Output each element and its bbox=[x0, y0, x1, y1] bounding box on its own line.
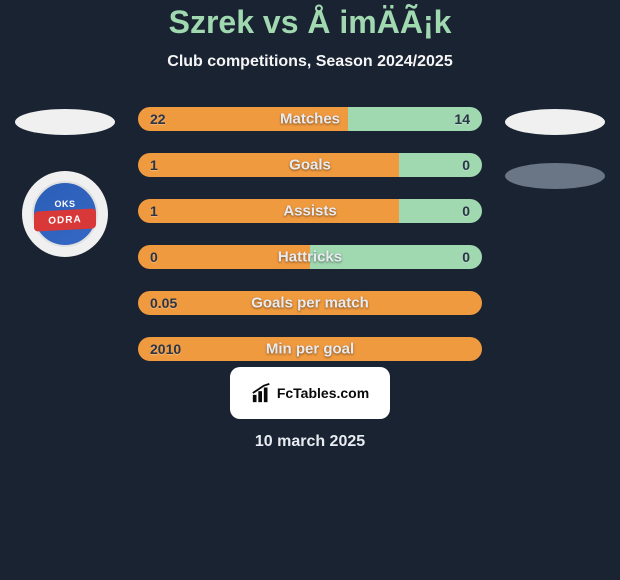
club-logo-inner: OKS ODRA bbox=[32, 181, 98, 247]
stat-value-right: 14 bbox=[454, 111, 470, 127]
left-ellipse bbox=[15, 109, 115, 135]
stat-row: 1 Assists 0 bbox=[138, 199, 482, 223]
stat-value-right: 0 bbox=[462, 249, 470, 265]
stat-label: Assists bbox=[283, 203, 336, 220]
stat-value-right: 0 bbox=[462, 203, 470, 219]
club-logo: OKS ODRA bbox=[22, 171, 108, 257]
stat-label: Hattricks bbox=[278, 249, 342, 266]
stat-row: 2010 Min per goal bbox=[138, 337, 482, 361]
footer-badge[interactable]: FcTables.com bbox=[230, 367, 390, 419]
stat-bar-left bbox=[138, 199, 399, 223]
club-logo-top-text: OKS bbox=[54, 199, 75, 209]
stat-value-left: 0.05 bbox=[150, 295, 177, 311]
page-subtitle: Club competitions, Season 2024/2025 bbox=[167, 53, 452, 71]
left-side-column: OKS ODRA bbox=[10, 107, 120, 257]
page-title: Szrek vs Å imÄÃ¡k bbox=[169, 4, 452, 41]
club-logo-band-text: ODRA bbox=[48, 213, 81, 226]
stat-row: 0.05 Goals per match bbox=[138, 291, 482, 315]
stat-label: Goals per match bbox=[251, 295, 369, 312]
stat-label: Min per goal bbox=[266, 341, 354, 358]
club-logo-band: ODRA bbox=[34, 208, 96, 231]
right-ellipse-2 bbox=[505, 163, 605, 189]
stat-row: 1 Goals 0 bbox=[138, 153, 482, 177]
stat-label: Goals bbox=[289, 157, 331, 174]
stat-row: 22 Matches 14 bbox=[138, 107, 482, 131]
stat-bar-left bbox=[138, 153, 399, 177]
stat-value-left: 1 bbox=[150, 203, 158, 219]
chart-icon bbox=[251, 382, 273, 404]
footer-brand-text: FcTables.com bbox=[277, 385, 369, 401]
date-label: 10 march 2025 bbox=[255, 433, 365, 451]
stat-label: Matches bbox=[280, 111, 340, 128]
stat-value-left: 2010 bbox=[150, 341, 181, 357]
stat-value-left: 22 bbox=[150, 111, 166, 127]
stat-row: 0 Hattricks 0 bbox=[138, 245, 482, 269]
stat-value-left: 0 bbox=[150, 249, 158, 265]
right-side-column bbox=[500, 107, 610, 189]
stats-bars: 22 Matches 14 1 Goals 0 1 Assists 0 0 Hattricks 0 0.… bbox=[138, 107, 482, 361]
stat-value-right: 0 bbox=[462, 157, 470, 173]
root-container: Szrek vs Å imÄÃ¡k Club competitions, Sea… bbox=[0, 0, 620, 580]
stat-value-left: 1 bbox=[150, 157, 158, 173]
main-area: OKS ODRA 22 Matches 14 1 Goals 0 1 Assists 0 0 Hat… bbox=[0, 107, 620, 361]
right-ellipse-1 bbox=[505, 109, 605, 135]
